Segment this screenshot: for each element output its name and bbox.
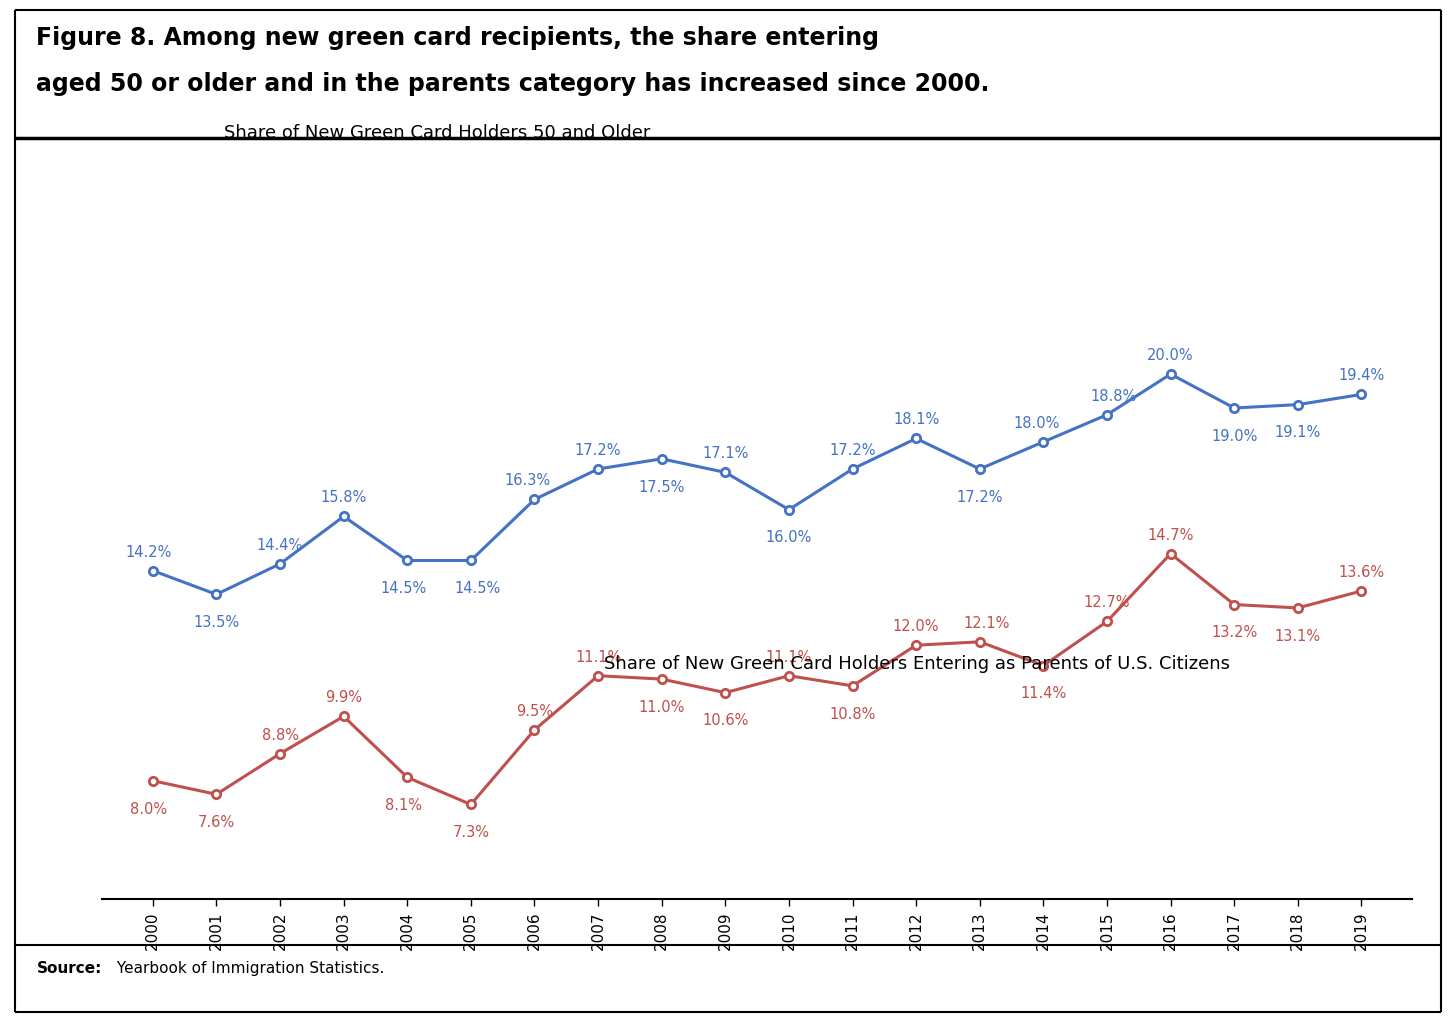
Text: 18.0%: 18.0% (1013, 416, 1060, 430)
Text: 17.1%: 17.1% (702, 447, 748, 461)
Text: 18.8%: 18.8% (1091, 388, 1137, 404)
Text: 8.1%: 8.1% (384, 798, 422, 814)
Text: 19.0%: 19.0% (1211, 429, 1258, 444)
Text: 14.5%: 14.5% (454, 582, 501, 596)
Text: 7.3%: 7.3% (453, 826, 489, 840)
Text: 17.2%: 17.2% (957, 490, 1003, 505)
Text: 14.5%: 14.5% (380, 582, 427, 596)
Text: 13.6%: 13.6% (1338, 565, 1385, 579)
Text: 8.0%: 8.0% (130, 801, 167, 817)
Text: 16.3%: 16.3% (504, 473, 550, 489)
Text: 19.4%: 19.4% (1338, 368, 1385, 383)
Text: 13.1%: 13.1% (1275, 629, 1321, 644)
Text: Source:: Source: (36, 962, 102, 976)
Text: 14.7%: 14.7% (1147, 527, 1194, 543)
Text: Yearbook of Immigration Statistics.: Yearbook of Immigration Statistics. (112, 962, 384, 976)
Text: 10.6%: 10.6% (702, 713, 748, 729)
Text: 16.0%: 16.0% (766, 530, 812, 546)
Text: 8.8%: 8.8% (262, 728, 298, 743)
Text: 12.0%: 12.0% (893, 619, 939, 634)
Text: 17.2%: 17.2% (830, 443, 877, 458)
Text: 11.1%: 11.1% (766, 650, 812, 664)
Text: 17.2%: 17.2% (575, 443, 622, 458)
Text: Figure 8. Among new green card recipients, the share entering: Figure 8. Among new green card recipient… (36, 26, 879, 49)
Text: 11.4%: 11.4% (1021, 687, 1066, 701)
Text: 9.9%: 9.9% (325, 690, 363, 705)
Text: 19.1%: 19.1% (1274, 425, 1321, 440)
Text: 14.4%: 14.4% (256, 538, 303, 553)
Text: 9.5%: 9.5% (515, 704, 553, 718)
Text: 11.0%: 11.0% (639, 700, 684, 715)
Text: 12.1%: 12.1% (964, 615, 1010, 631)
Text: 18.1%: 18.1% (893, 413, 939, 427)
Text: 13.2%: 13.2% (1211, 625, 1258, 641)
Text: 17.5%: 17.5% (639, 479, 684, 495)
Text: 12.7%: 12.7% (1083, 596, 1130, 610)
Text: 7.6%: 7.6% (198, 816, 234, 830)
Text: 11.1%: 11.1% (575, 650, 622, 664)
Text: 20.0%: 20.0% (1147, 349, 1194, 363)
Text: 14.2%: 14.2% (125, 545, 172, 559)
Text: Share of New Green Card Holders Entering as Parents of U.S. Citizens: Share of New Green Card Holders Entering… (604, 655, 1230, 673)
Text: aged 50 or older and in the parents category has increased since 2000.: aged 50 or older and in the parents cate… (36, 72, 990, 95)
Text: 10.8%: 10.8% (830, 706, 875, 722)
Text: Share of New Green Card Holders 50 and Older: Share of New Green Card Holders 50 and O… (224, 124, 649, 142)
Text: 13.5%: 13.5% (194, 615, 239, 631)
Text: 15.8%: 15.8% (320, 491, 367, 505)
